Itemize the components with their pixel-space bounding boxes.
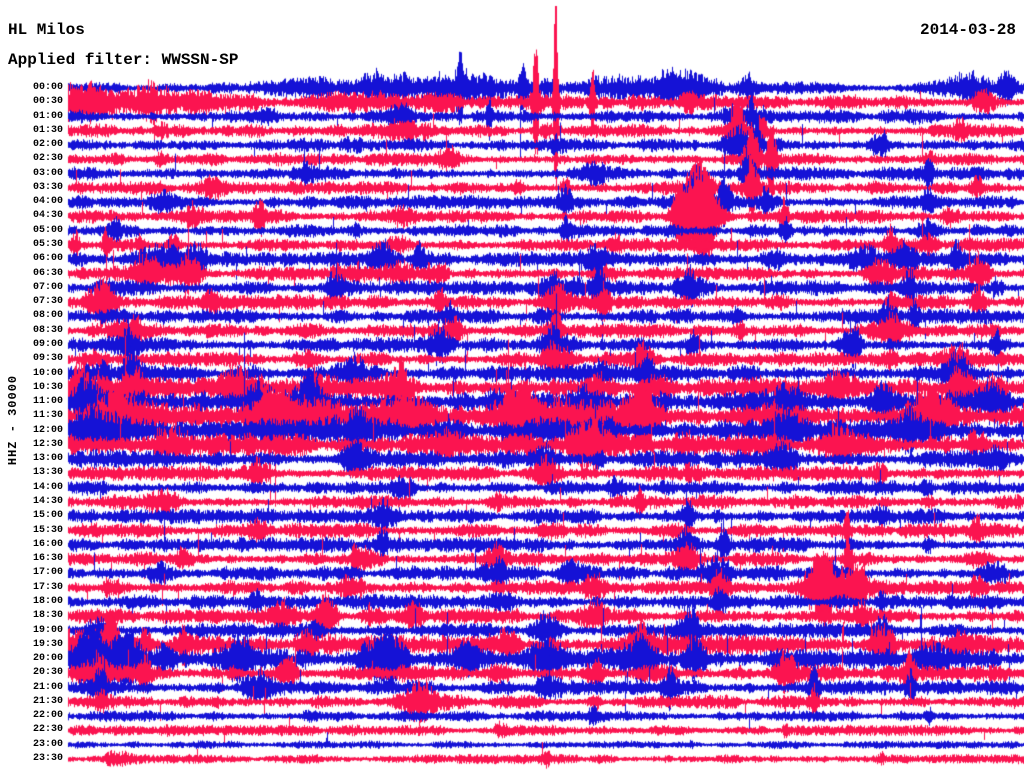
- time-label: 12:00: [32, 424, 63, 436]
- time-label: 04:00: [32, 196, 63, 208]
- time-label: 08:00: [32, 310, 63, 322]
- time-label: 15:30: [32, 524, 63, 536]
- time-label: 01:00: [32, 110, 63, 122]
- time-label: 22:30: [32, 724, 63, 736]
- time-label: 11:30: [32, 410, 63, 422]
- time-label: 23:30: [32, 753, 63, 765]
- time-label: 11:00: [32, 396, 63, 408]
- time-label: 02:30: [32, 153, 63, 165]
- time-label: 07:30: [32, 296, 63, 308]
- time-label: 07:00: [32, 281, 63, 293]
- time-label: 14:30: [32, 496, 63, 508]
- time-label: 01:30: [32, 124, 63, 136]
- time-label: 06:00: [32, 253, 63, 265]
- time-label: 18:00: [32, 595, 63, 607]
- time-label: 13:30: [32, 467, 63, 479]
- time-label: 00:30: [32, 96, 63, 108]
- time-label: 03:00: [32, 167, 63, 179]
- time-label: 04:30: [32, 210, 63, 222]
- time-label: 06:30: [32, 267, 63, 279]
- time-label: 02:00: [32, 139, 63, 151]
- time-label: 20:00: [32, 653, 63, 665]
- time-label: 15:00: [32, 510, 63, 522]
- time-label: 23:00: [32, 738, 63, 750]
- station-name: HL Milos: [8, 21, 85, 39]
- time-label: 22:00: [32, 710, 63, 722]
- time-label: 05:00: [32, 224, 63, 236]
- time-label: 18:30: [32, 610, 63, 622]
- time-label: 21:30: [32, 695, 63, 707]
- time-label: 19:30: [32, 638, 63, 650]
- time-label: 00:00: [32, 82, 63, 93]
- applied-filter-label: Applied filter: WWSSN-SP: [8, 51, 239, 69]
- time-label: 08:30: [32, 324, 63, 336]
- time-label: 16:30: [32, 553, 63, 565]
- time-label: 09:30: [32, 353, 63, 365]
- time-label: 05:30: [32, 239, 63, 251]
- time-label: 09:00: [32, 338, 63, 350]
- time-label: 17:00: [32, 567, 63, 579]
- time-label: 20:30: [32, 667, 63, 679]
- record-date: 2014-03-28: [919, 21, 1016, 39]
- time-label: 10:00: [32, 367, 63, 379]
- time-label: 13:00: [32, 453, 63, 465]
- time-label: 17:30: [32, 581, 63, 593]
- time-label: 16:00: [32, 538, 63, 550]
- time-label: 12:30: [32, 438, 63, 450]
- time-label: 21:00: [32, 681, 63, 693]
- time-label: 14:00: [32, 481, 63, 493]
- time-label: 03:30: [32, 181, 63, 193]
- time-label: 19:00: [32, 624, 63, 636]
- time-label: 10:30: [32, 381, 63, 393]
